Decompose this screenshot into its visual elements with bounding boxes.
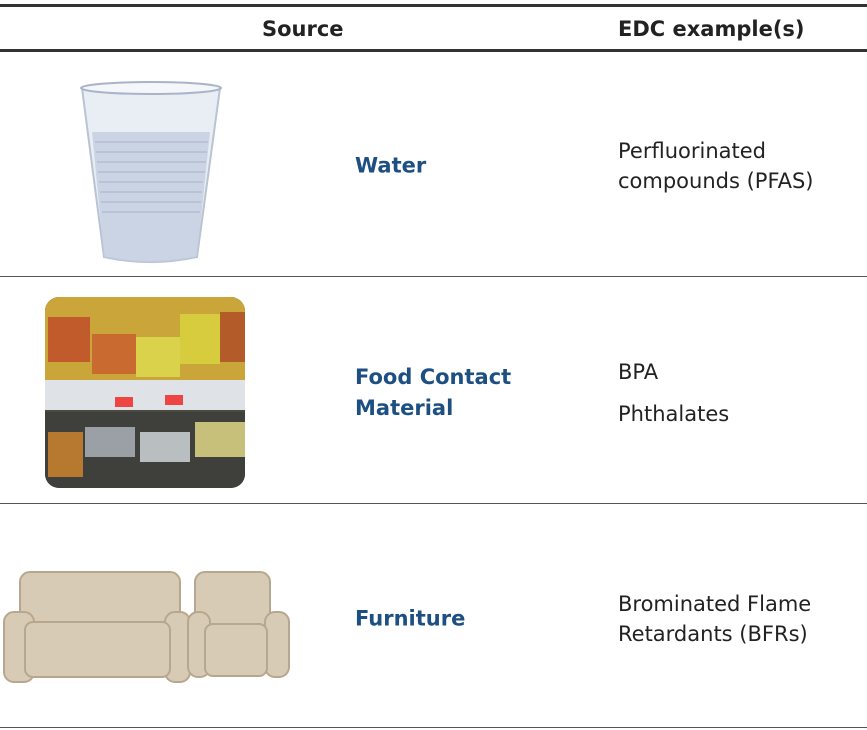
row-rule [0, 727, 867, 728]
header-examples: EDC example(s) [618, 17, 805, 41]
example: Brominated Flame Retardants (BFRs) [618, 592, 812, 646]
source-label: Food Contact Material [355, 365, 512, 420]
cup-image [80, 81, 222, 263]
examples: BPA Phthalates [618, 357, 858, 429]
examples: Brominated Flame Retardants (BFRs) [618, 589, 858, 649]
examples: Perfluorinated compounds (PFAS) [618, 136, 858, 196]
food-image [45, 297, 245, 488]
source-label: Furniture [355, 606, 466, 631]
row-rule [0, 276, 867, 277]
example: Perfluorinated compounds (PFAS) [618, 139, 814, 193]
images [3, 81, 290, 683]
example: BPA [618, 360, 659, 384]
header-source: Source [262, 17, 344, 41]
top-rule [0, 4, 867, 7]
header-rule [0, 49, 867, 52]
furniture-image [3, 571, 290, 683]
row-rule [0, 503, 867, 504]
example: Phthalates [618, 402, 730, 426]
source-label: Water [355, 153, 427, 178]
